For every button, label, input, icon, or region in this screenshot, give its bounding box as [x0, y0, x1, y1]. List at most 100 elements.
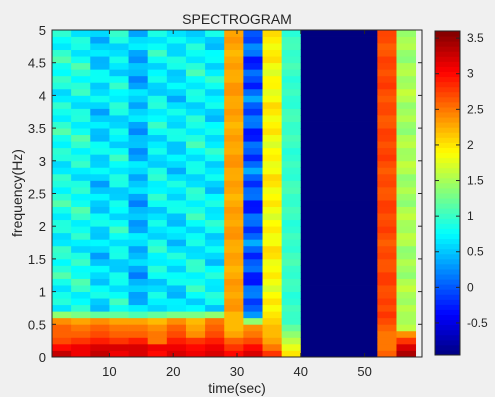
- heatmap-cell: [128, 330, 149, 338]
- heatmap-cell: [128, 173, 149, 181]
- heatmap-cell: [281, 43, 302, 51]
- heatmap-cell: [71, 160, 91, 168]
- heatmap-cell: [71, 49, 91, 57]
- heatmap-cell: [243, 330, 263, 338]
- heatmap-cell: [243, 30, 263, 37]
- heatmap-cell: [396, 186, 417, 194]
- heatmap-cell: [166, 291, 187, 299]
- colorbar-segment: [435, 329, 460, 336]
- heatmap-cell: [396, 167, 417, 175]
- heatmap-cell: [377, 95, 397, 103]
- heatmap-cell: [377, 147, 397, 155]
- heatmap-cell: [205, 304, 225, 312]
- heatmap-cell: [52, 258, 72, 266]
- heatmap-cell: [90, 56, 110, 64]
- heatmap-cell: [262, 88, 283, 96]
- colorbar-segment: [435, 56, 460, 62]
- heatmap-cell: [90, 160, 110, 168]
- colorbar-ticks: -0.5 0 0.5 1 1.5 2 2.5 3 3.5: [435, 31, 488, 330]
- heatmap-cell: [90, 88, 110, 96]
- colorbar-tick-label: 1.5: [467, 174, 484, 188]
- heatmap-cell: [300, 213, 378, 221]
- heatmap-cell: [396, 200, 417, 207]
- heatmap-cell: [185, 69, 206, 77]
- heatmap-cell: [71, 75, 91, 83]
- heatmap-cell: [128, 95, 149, 103]
- heatmap-cell: [300, 271, 378, 279]
- heatmap-cell: [185, 108, 206, 116]
- heatmap-cell: [109, 88, 129, 96]
- heatmap-cell: [377, 128, 397, 136]
- heatmap-cell: [166, 36, 187, 44]
- colorbar-segment: [435, 187, 460, 194]
- heatmap-cell: [128, 226, 149, 234]
- heatmap-cell: [224, 147, 244, 155]
- heatmap-cell: [166, 69, 187, 77]
- heatmap-cell: [52, 69, 72, 77]
- colorbar-segment: [435, 248, 460, 255]
- heatmap-cell: [128, 160, 149, 168]
- heatmap-cell: [109, 258, 129, 266]
- heatmap-cell: [185, 82, 206, 90]
- heatmap-cell: [262, 350, 283, 358]
- heatmap-cell: [147, 180, 168, 188]
- heatmap-cell: [90, 30, 110, 37]
- heatmap-cell: [262, 82, 283, 90]
- heatmap-cell: [166, 311, 187, 319]
- heatmap-cell: [166, 173, 187, 181]
- heatmap-cell: [90, 337, 110, 345]
- heatmap-cell: [243, 147, 263, 155]
- heatmap-cell: [396, 278, 417, 286]
- heatmap-cell: [147, 278, 168, 286]
- heatmap-cell: [377, 108, 397, 116]
- x-tick-label: 20: [166, 364, 180, 379]
- heatmap-cell: [166, 239, 187, 247]
- heatmap-cell: [128, 43, 149, 51]
- colorbar-tick-label: -0.5: [467, 316, 488, 330]
- heatmap-cell: [377, 180, 397, 188]
- heatmap-cell: [52, 108, 72, 116]
- heatmap-cell: [147, 49, 168, 57]
- heatmap-cell: [185, 75, 206, 83]
- heatmap-cell: [243, 350, 263, 358]
- heatmap-cell: [128, 62, 149, 70]
- heatmap-cell: [90, 173, 110, 181]
- heatmap-cell: [185, 232, 206, 240]
- heatmap-cell: [205, 265, 225, 273]
- heatmap-cell: [166, 101, 187, 109]
- heatmap-cell: [377, 43, 397, 51]
- heatmap-cell: [52, 337, 72, 345]
- colorbar-tick-label: 0.5: [467, 245, 484, 259]
- heatmap-cell: [205, 252, 225, 260]
- heatmap-cell: [396, 30, 417, 37]
- heatmap-cell: [109, 285, 129, 292]
- colorbar-segment: [435, 71, 460, 78]
- colorbar-segment: [435, 122, 460, 128]
- heatmap-cell: [185, 121, 206, 129]
- heatmap-cell: [147, 154, 168, 162]
- heatmap-cell: [262, 160, 283, 168]
- heatmap-cell: [224, 167, 244, 175]
- heatmap-cell: [243, 278, 263, 286]
- heatmap-cell: [128, 121, 149, 129]
- colorbar-segment: [435, 112, 460, 118]
- heatmap-cell: [109, 186, 129, 194]
- heatmap-cell: [396, 239, 417, 247]
- heatmap-cell: [224, 337, 244, 345]
- heatmap-cell: [243, 56, 263, 64]
- heatmap-cell: [224, 206, 244, 214]
- heatmap-cell: [90, 265, 110, 273]
- heatmap-cell: [52, 265, 72, 273]
- heatmap-cell: [224, 258, 244, 266]
- heatmap-cell: [166, 258, 187, 266]
- heatmap-cell: [147, 219, 168, 227]
- heatmap-cell: [243, 298, 263, 306]
- heatmap-cell: [281, 343, 302, 351]
- heatmap-cell: [281, 88, 302, 96]
- heatmap-cell: [396, 219, 417, 227]
- colorbar-segment: [435, 91, 460, 98]
- heatmap-cell: [281, 49, 302, 57]
- heatmap-cell: [377, 186, 397, 194]
- heatmap-cell: [147, 343, 168, 351]
- heatmap-cell: [205, 232, 225, 240]
